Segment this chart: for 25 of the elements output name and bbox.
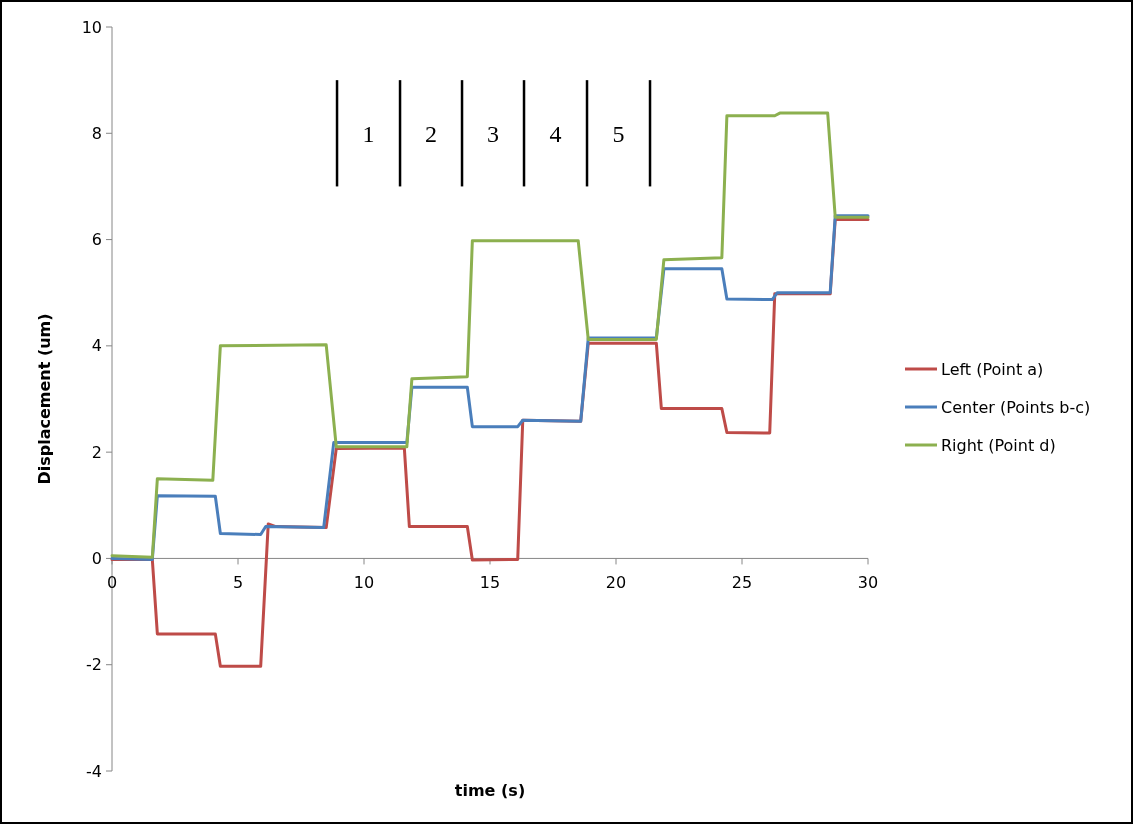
y-tick-label: 10 xyxy=(81,17,102,37)
legend-label: Right (Point d) xyxy=(941,435,1056,455)
x-axis-title: time (s) xyxy=(454,781,526,800)
legend-label: Left (Point a) xyxy=(941,359,1044,379)
annotation: 1 xyxy=(362,120,375,147)
x-tick-label: 5 xyxy=(232,573,244,593)
annotation: 3 xyxy=(487,120,500,147)
y-tick-label: 0 xyxy=(91,549,102,569)
y-axis-title: Displacement (um) xyxy=(35,313,54,485)
x-tick-label: 25 xyxy=(731,573,753,593)
y-tick-label: 2 xyxy=(91,442,102,462)
y-tick-label: 6 xyxy=(91,230,102,250)
y-tick-label: 4 xyxy=(91,336,102,356)
y-tick-label: -2 xyxy=(86,655,102,675)
legend-label: Center (Points b-c) xyxy=(941,397,1091,417)
annotation: 5 xyxy=(612,120,625,147)
x-tick-label: 10 xyxy=(353,573,375,593)
y-tick-label: 8 xyxy=(91,123,102,143)
y-tick-label: -4 xyxy=(86,761,102,781)
annotation: 4 xyxy=(549,120,562,147)
x-tick-label: 20 xyxy=(605,573,627,593)
x-tick-label: 30 xyxy=(857,573,879,593)
x-tick-label: 15 xyxy=(479,573,501,593)
x-tick-label: 0 xyxy=(106,573,118,593)
annotation: 2 xyxy=(425,120,438,147)
